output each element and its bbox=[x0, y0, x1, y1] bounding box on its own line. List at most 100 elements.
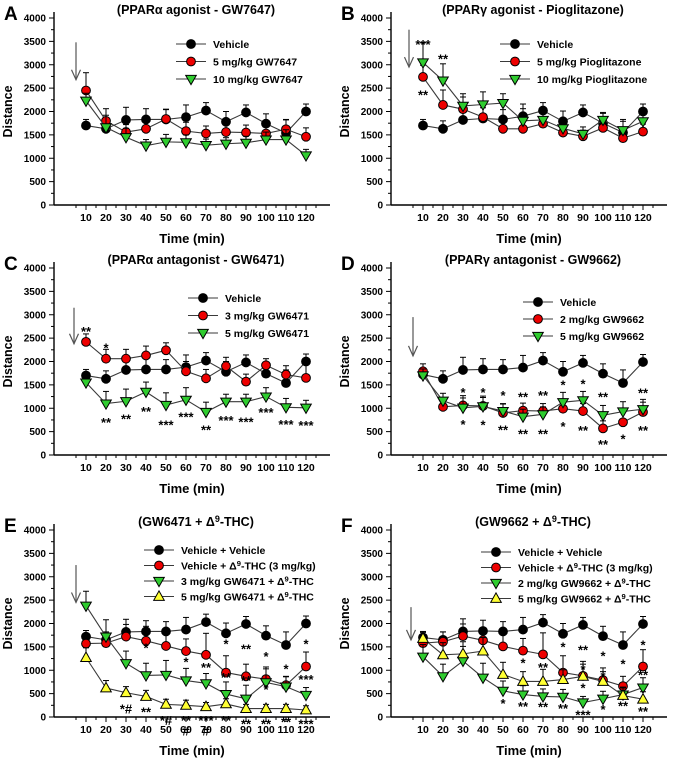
x-tick-label: 100 bbox=[257, 462, 275, 474]
panel-letter-e: E bbox=[4, 516, 17, 537]
series-c-2 bbox=[79, 374, 313, 419]
series-f-0 bbox=[418, 614, 648, 650]
x-tick-label: 10 bbox=[417, 462, 429, 474]
legend: Vehicle 3 mg/kg GW6471 5 mg/kg GW6471 bbox=[188, 293, 309, 340]
significance-mark: * bbox=[480, 385, 486, 400]
significance-mark: * bbox=[600, 649, 606, 664]
error-bars bbox=[420, 631, 646, 700]
legend-label: 5 mg/kg GW7647 bbox=[213, 56, 297, 68]
significance-mark: *** bbox=[158, 418, 174, 433]
x-tick-label: 60 bbox=[517, 212, 529, 224]
x-tick-label: 90 bbox=[577, 724, 589, 736]
error-bars bbox=[83, 623, 309, 686]
legend-label: Vehicle bbox=[225, 293, 261, 305]
x-axis-label: Time (min) bbox=[159, 231, 225, 246]
series-a-1 bbox=[81, 72, 311, 142]
error-bars bbox=[420, 644, 646, 703]
y-tick-label: 1000 bbox=[361, 404, 384, 415]
y-axis-label: Distance bbox=[1, 85, 15, 137]
x-tick-label: 100 bbox=[257, 724, 275, 736]
significance-mark: ** bbox=[261, 717, 272, 732]
legend-label: 5 mg/kg Pioglitazone bbox=[537, 56, 642, 68]
significance-mark: ** bbox=[418, 88, 429, 103]
markers bbox=[416, 631, 650, 704]
tick-labels: 0 500 1000 1500 2000 2500 3000 3500 4000 10 20 30 40… bbox=[361, 264, 652, 475]
x-tick-label: 120 bbox=[634, 724, 652, 736]
ticks bbox=[49, 267, 317, 460]
x-tick-label: 20 bbox=[437, 724, 449, 736]
x-tick-label: 20 bbox=[100, 212, 112, 224]
y-tick-label: 500 bbox=[366, 427, 383, 438]
legend-label: Vehicle bbox=[213, 39, 249, 51]
x-tick-label: 40 bbox=[477, 462, 489, 474]
significance-mark: * bbox=[600, 669, 606, 684]
injection-arrow bbox=[70, 42, 82, 82]
legend-label: 2 mg/kg GW9662 + Δ9-THC bbox=[518, 576, 651, 590]
y-tick-label: 1000 bbox=[361, 154, 384, 165]
x-tick-label: 90 bbox=[577, 212, 589, 224]
x-tick-label: 80 bbox=[220, 724, 232, 736]
x-tick-label: 40 bbox=[140, 212, 152, 224]
x-tick-label: 100 bbox=[594, 724, 612, 736]
x-tick-label: 120 bbox=[297, 462, 315, 474]
significance-mark: * bbox=[460, 385, 466, 400]
x-tick-label: 110 bbox=[615, 462, 632, 474]
y-tick-label: 1500 bbox=[24, 380, 47, 391]
x-tick-label: 20 bbox=[100, 462, 112, 474]
significance-mark: *** bbox=[258, 405, 274, 420]
significance-mark: * bbox=[560, 639, 566, 654]
x-tick-label: 10 bbox=[80, 724, 92, 736]
y-tick-label: 500 bbox=[29, 689, 46, 700]
legend-label: 10 mg/kg GW7647 bbox=[213, 74, 303, 86]
series-c-1 bbox=[81, 333, 311, 387]
series-b-2 bbox=[416, 42, 650, 141]
chart-title: (PPARγ antagonist - GW9662) bbox=[445, 253, 621, 267]
panel-b-chart: B (PPARγ agonist - Pioglitazone) 0 500 1000 1… bbox=[338, 3, 667, 246]
significance-mark: * bbox=[560, 419, 566, 434]
significance-mark: * bbox=[460, 417, 466, 432]
panel-e-chart: E (GW6471 + Δ9-THC) 0 500 1000 1500 2000 2500 30… bbox=[1, 514, 330, 758]
x-tick-label: 20 bbox=[100, 724, 112, 736]
x-tick-label: 110 bbox=[278, 724, 295, 736]
significance-mark: ** bbox=[558, 701, 569, 716]
y-tick-label: 0 bbox=[40, 713, 46, 724]
y-tick-label: 3000 bbox=[361, 572, 384, 583]
ticks bbox=[386, 17, 654, 210]
axes bbox=[390, 524, 667, 718]
injection-arrow bbox=[407, 317, 419, 358]
y-tick-label: 3000 bbox=[361, 60, 384, 71]
y-tick-label: 0 bbox=[377, 713, 383, 724]
axes bbox=[53, 12, 330, 206]
significance-annotations: ** *** ** ***** *******# ***# **#***#** ** ** ** *… bbox=[120, 637, 315, 739]
y-tick-label: 500 bbox=[366, 177, 383, 188]
significance-mark: ** bbox=[638, 704, 649, 719]
significance-annotations: ***************************** bbox=[500, 638, 649, 723]
markers bbox=[79, 96, 313, 163]
y-tick-label: 1500 bbox=[361, 642, 384, 653]
panel-letter-f: F bbox=[341, 516, 353, 537]
x-tick-label: 30 bbox=[457, 212, 469, 224]
significance-mark: ** bbox=[81, 324, 92, 339]
x-tick-label: 60 bbox=[180, 462, 192, 474]
legend-label: 10 mg/kg Pioglitazone bbox=[537, 74, 647, 86]
panel-c: C (PPARα antagonist - GW6471) 0 500 1000 1500… bbox=[0, 250, 337, 512]
axes bbox=[53, 262, 330, 456]
panel-a-chart: A (PPARα agonist - GW7647) 0 500 1000 1500 200… bbox=[1, 3, 330, 246]
significance-mark: *** bbox=[415, 37, 431, 52]
significance-mark: *# bbox=[120, 702, 133, 717]
y-tick-label: 1000 bbox=[24, 404, 47, 415]
y-axis-label: Distance bbox=[1, 597, 15, 649]
injection-arrow bbox=[405, 607, 417, 642]
axes bbox=[53, 524, 330, 718]
markers bbox=[418, 617, 648, 650]
y-tick-label: 1500 bbox=[361, 380, 384, 391]
x-tick-label: 30 bbox=[120, 724, 132, 736]
x-tick-label: 80 bbox=[557, 462, 569, 474]
significance-mark: ** bbox=[578, 643, 589, 658]
tick-labels: 0 500 1000 1500 2000 2500 3000 3500 4000 10 20 30 40… bbox=[24, 526, 315, 737]
significance-mark: ** bbox=[201, 423, 212, 438]
x-tick-label: 20 bbox=[437, 462, 449, 474]
x-tick-label: 110 bbox=[278, 212, 295, 224]
x-tick-label: 40 bbox=[477, 724, 489, 736]
